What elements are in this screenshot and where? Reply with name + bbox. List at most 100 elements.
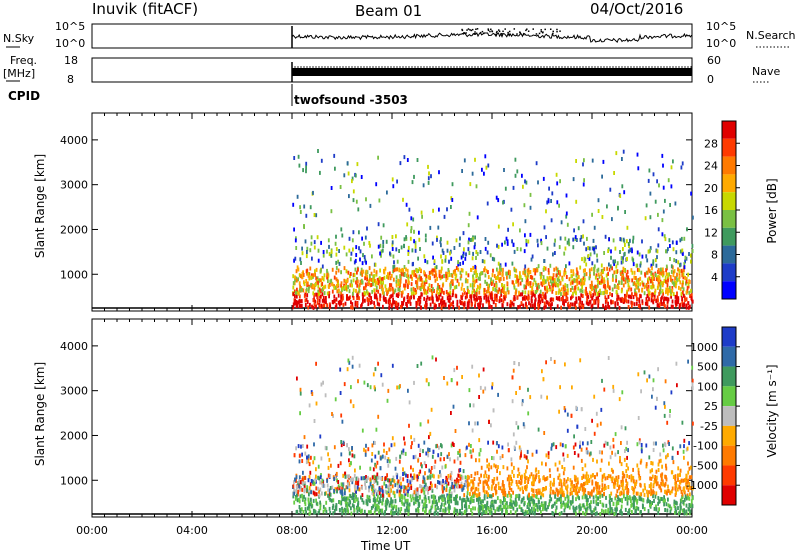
range-cell bbox=[352, 278, 355, 283]
range-cell bbox=[428, 283, 431, 288]
range-cell bbox=[381, 284, 383, 289]
range-cell bbox=[617, 205, 619, 210]
range-cell bbox=[339, 367, 342, 372]
range-cell bbox=[549, 488, 552, 493]
range-cell bbox=[477, 302, 479, 307]
range-cell bbox=[552, 252, 554, 257]
range-cell bbox=[459, 496, 461, 501]
range-cell bbox=[523, 472, 526, 477]
range-cell bbox=[545, 462, 547, 467]
range-cell bbox=[461, 169, 463, 173]
range-cell bbox=[323, 299, 326, 304]
range-cell bbox=[337, 259, 339, 264]
range-cell bbox=[353, 260, 356, 265]
range-cell bbox=[374, 282, 377, 287]
range-cell bbox=[506, 287, 509, 292]
range-cell bbox=[645, 270, 648, 275]
range-cell bbox=[348, 289, 351, 294]
range-cell bbox=[356, 485, 359, 490]
range-cell bbox=[680, 497, 683, 502]
range-cell bbox=[504, 294, 507, 299]
range-cell bbox=[345, 281, 347, 286]
range-cell bbox=[583, 505, 586, 510]
range-cell bbox=[678, 272, 681, 277]
range-cell bbox=[564, 362, 566, 367]
range-cell bbox=[381, 485, 384, 490]
range-cell bbox=[344, 471, 347, 476]
range-cell bbox=[581, 277, 584, 282]
range-cell bbox=[600, 279, 603, 284]
range-cell bbox=[581, 484, 584, 489]
range-cell bbox=[458, 468, 461, 473]
range-cell bbox=[677, 478, 679, 482]
range-cell bbox=[340, 290, 343, 295]
range-cell bbox=[651, 461, 654, 466]
range-cell bbox=[507, 271, 510, 276]
range-cell bbox=[630, 300, 633, 305]
range-cell bbox=[558, 270, 560, 275]
range-cell bbox=[686, 446, 689, 451]
range-cell bbox=[406, 299, 409, 304]
range-cell bbox=[668, 442, 670, 446]
colorbar-swatch bbox=[722, 210, 736, 228]
range-cell bbox=[564, 408, 567, 413]
range-cell bbox=[692, 215, 694, 220]
range-cell bbox=[647, 493, 649, 498]
range-cell bbox=[510, 477, 512, 481]
range-cell bbox=[392, 490, 395, 495]
range-cell bbox=[566, 486, 568, 491]
range-cell bbox=[457, 260, 459, 265]
range-cell bbox=[553, 477, 555, 482]
range-cell bbox=[476, 215, 479, 220]
range-cell bbox=[683, 497, 686, 502]
range-cell bbox=[307, 305, 310, 310]
range-cell bbox=[566, 284, 569, 288]
range-cell bbox=[395, 275, 398, 280]
range-cell bbox=[569, 491, 572, 496]
range-cell bbox=[302, 510, 305, 514]
range-cell bbox=[603, 443, 606, 448]
range-cell bbox=[517, 282, 520, 287]
range-cell bbox=[556, 277, 559, 282]
range-cell bbox=[467, 240, 470, 245]
range-cell bbox=[685, 503, 688, 508]
range-cell bbox=[628, 244, 630, 249]
range-cell bbox=[529, 496, 531, 500]
range-cell bbox=[488, 462, 490, 467]
range-cell bbox=[576, 477, 579, 482]
range-cell bbox=[410, 274, 412, 279]
range-cell bbox=[501, 242, 503, 247]
range-cell bbox=[680, 268, 683, 273]
range-cell bbox=[360, 175, 363, 179]
range-cell bbox=[502, 299, 505, 304]
range-cell bbox=[618, 305, 621, 310]
range-cell bbox=[679, 263, 681, 268]
range-cell bbox=[449, 457, 451, 462]
range-cell bbox=[642, 498, 645, 503]
range-cell bbox=[447, 268, 450, 272]
range-cell bbox=[449, 473, 452, 478]
range-cell bbox=[418, 297, 420, 302]
range-cell bbox=[612, 388, 615, 393]
range-cell bbox=[620, 289, 623, 294]
range-cell bbox=[621, 476, 624, 481]
range-cell bbox=[333, 488, 335, 493]
range-cell bbox=[395, 247, 398, 252]
range-cell bbox=[506, 477, 509, 482]
range-cell bbox=[307, 459, 310, 464]
range-cell bbox=[597, 299, 600, 304]
range-cell bbox=[521, 290, 524, 295]
range-cell bbox=[387, 275, 390, 280]
range-cell bbox=[502, 276, 505, 281]
range-cell bbox=[429, 431, 432, 436]
range-cell bbox=[300, 299, 303, 304]
range-cell bbox=[297, 291, 300, 296]
range-cell bbox=[631, 496, 634, 501]
range-cell bbox=[417, 256, 419, 261]
range-cell bbox=[487, 270, 489, 275]
range-cell bbox=[379, 297, 381, 302]
range-cell bbox=[453, 507, 456, 512]
range-cell bbox=[317, 258, 320, 263]
range-cell bbox=[322, 509, 325, 514]
range-cell bbox=[663, 441, 666, 446]
